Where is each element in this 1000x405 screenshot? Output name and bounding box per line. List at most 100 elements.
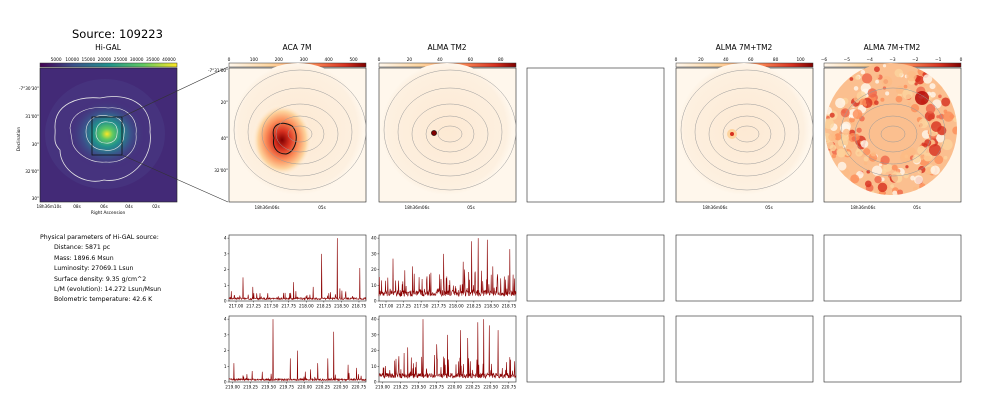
- aca-spectrum-2-ytick-4: 4: [224, 317, 227, 322]
- noise-blob: [841, 121, 851, 131]
- noise-blob: [882, 86, 887, 90]
- colorbar-tick-almatm2-0: 0: [378, 57, 381, 63]
- noise-blob: [936, 133, 945, 143]
- noise-blob: [881, 168, 887, 174]
- aca-spectrum-2-xtick-3: 219.75: [279, 385, 294, 390]
- alma-spectrum-1-xtick-0: 217.00: [379, 304, 394, 309]
- colorbar-tick-combined-3: 60: [748, 57, 754, 63]
- noise-blob: [915, 75, 925, 85]
- alma-spectrum-2-ytick-0: 0: [374, 380, 377, 385]
- empty-spectrum-panel-5: [675, 315, 814, 383]
- noise-blob: [836, 148, 846, 158]
- colorbar-tick-higal-5: 30000: [130, 57, 144, 63]
- higal-contour-outer: [54, 96, 151, 182]
- aca-spectrum-1-ytick-1: 1: [224, 283, 227, 288]
- aca-spectrum-2: 219.00 219.25 219.50 219.75 220.00 220.25 220.…: [224, 315, 366, 390]
- noise-blob: [851, 121, 856, 126]
- noise-blob: [943, 155, 948, 160]
- aca-contours: [233, 69, 367, 191]
- alma-spectrum-1-ytick-3: 30: [371, 251, 377, 256]
- combined-log-title: ALMA 7M+TM2: [863, 43, 921, 52]
- aca-spectrum-1-xtick-0: 217.00: [229, 304, 244, 309]
- alma-spectrum-2-ytick-1: 10: [371, 364, 377, 369]
- aca-spectrum-2-xtick-2: 219.50: [261, 385, 276, 390]
- noise-blob: [866, 169, 871, 174]
- colorbar-tick-aca7m-1: 100: [250, 57, 258, 63]
- alma-spectrum-1-frame: [378, 234, 517, 302]
- noise-blob: [874, 100, 879, 106]
- noise-blob: [840, 108, 850, 118]
- noise-blob: [943, 109, 948, 114]
- higal-contour-2: [69, 107, 137, 163]
- noise-blob: [949, 114, 955, 120]
- noise-blob: [923, 143, 928, 148]
- higal-contour-4: [95, 121, 118, 144]
- tm2-title: ALMA TM2: [427, 43, 467, 52]
- noise-blob: [849, 77, 854, 81]
- aca-xtick-2: 05s: [318, 205, 326, 210]
- colorbar-tick-aca7m-4: 400: [325, 57, 333, 63]
- higal-colorbar: [39, 62, 178, 68]
- noise-blob: [885, 91, 890, 96]
- alma-spectrum-2-xtick-4: 220.00: [447, 385, 462, 390]
- noise-blob: [877, 182, 888, 193]
- aca-title: ACA 7M: [282, 43, 312, 52]
- empty-spectrum-panel-4: [526, 315, 665, 383]
- noise-blob: [941, 97, 951, 107]
- noise-blob: [917, 169, 922, 174]
- higal-ytick-2: 31'00": [25, 114, 39, 119]
- colorbar-tick-combined-1: 20: [698, 57, 704, 63]
- aca-spectrum-1-xtick-5: 218.25: [317, 304, 332, 309]
- alma-spectrum-1-ytick-0: 0: [374, 299, 377, 304]
- aca-spectrum-1-xtick-7: 218.75: [352, 304, 367, 309]
- noise-blob: [905, 165, 909, 169]
- noise-blob: [863, 161, 868, 166]
- param-tbol: Bolometric temperature: 42.6 K: [54, 296, 153, 304]
- alma-spectrum-1-line: [378, 238, 517, 297]
- noise-blob: [912, 154, 921, 164]
- colorbar-tick-combined-0: 0: [675, 57, 678, 63]
- param-lm: L/M (evolution): 14.272 Lsun/Msun: [54, 286, 162, 294]
- colorbar-tick-higal-7: 40000: [162, 57, 176, 63]
- combined-log-noise: [825, 64, 957, 195]
- alma-spectrum-2-ytick-4: 40: [371, 317, 377, 322]
- higal-title: Hi-GAL: [95, 43, 121, 52]
- noise-blob: [903, 84, 908, 89]
- combined-log-contours: [840, 87, 946, 177]
- alma-spectrum-1-ytick-4: 40: [371, 236, 377, 241]
- noise-blob: [943, 111, 954, 122]
- noise-blob: [929, 83, 936, 90]
- noise-blob: [837, 161, 847, 171]
- noise-blob: [934, 155, 944, 165]
- alma-spectrum-2-ytick-3: 30: [371, 332, 377, 337]
- alma-spectrum-2-line: [378, 319, 517, 380]
- aca-spectrum-1-xtick-3: 217.75: [281, 304, 296, 309]
- aca-spectrum-1-line: [228, 238, 367, 301]
- higal-ytick-1: -7°30'30": [19, 86, 39, 91]
- noise-blob: [874, 175, 882, 184]
- noise-blob: [923, 152, 933, 162]
- combined-log-xtick-2: 05s: [913, 205, 921, 210]
- higal-xtick-5: 02s: [152, 204, 160, 209]
- alma-spectrum-1-xtick-1: 217.25: [396, 304, 411, 309]
- empty-map-panel: [526, 67, 665, 203]
- colorbar-tick-almatm2-3: 60: [468, 57, 474, 63]
- colorbar-tick-almatm2-2: 40: [437, 57, 443, 63]
- alma-spectrum-2-ytick-2: 20: [371, 348, 377, 353]
- noise-blob: [861, 73, 873, 84]
- aca-ytick-4: 32'00": [214, 168, 228, 173]
- noise-blob: [829, 112, 835, 118]
- noise-blob: [828, 133, 836, 142]
- noise-blob: [907, 102, 911, 106]
- noise-blob: [929, 144, 941, 156]
- aca-spectrum-1-frame: [228, 234, 367, 302]
- colorbar-tick-aca7m-3: 300: [300, 57, 308, 63]
- noise-blob: [931, 121, 942, 132]
- aca-spectrum-2-xtick-6: 220.50: [333, 385, 348, 390]
- aca-spectrum-2-xtick-1: 219.25: [243, 385, 258, 390]
- alma-spectrum-2-xtick-7: 220.75: [501, 385, 516, 390]
- noise-blob: [853, 86, 859, 91]
- empty-spectrum-panel-6: [823, 315, 962, 383]
- noise-blob: [863, 103, 867, 107]
- colorbar-tick-higal-3: 20000: [98, 57, 112, 63]
